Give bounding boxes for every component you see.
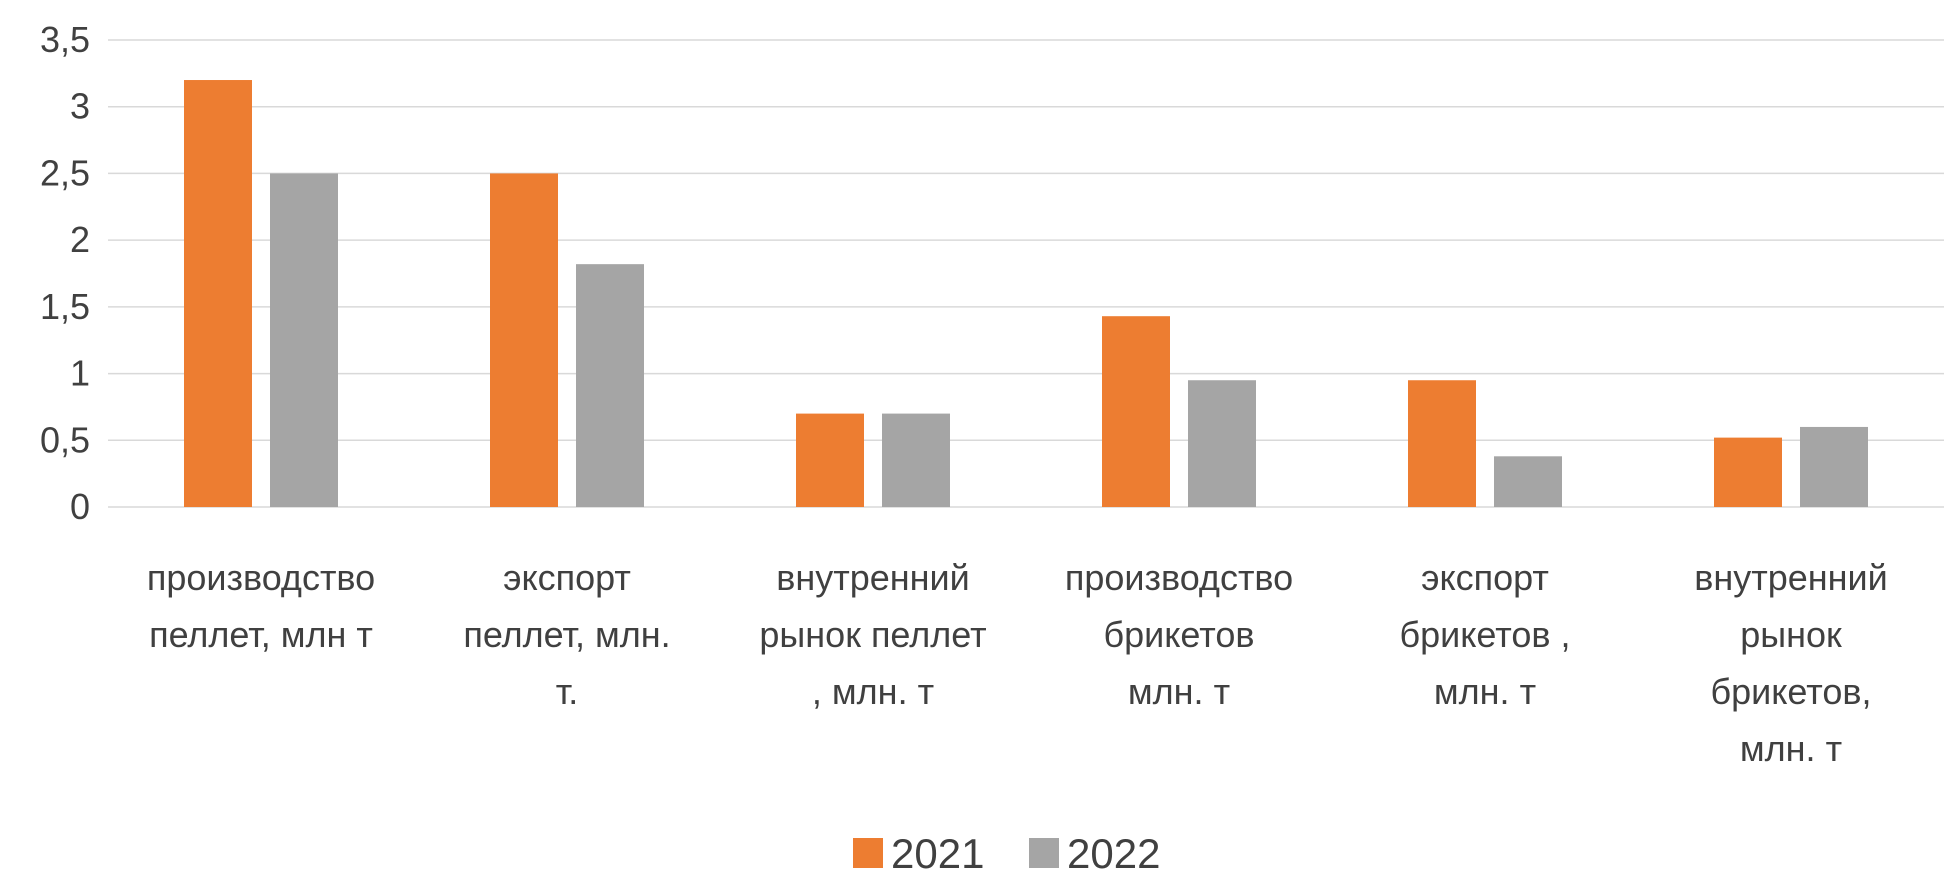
x-category-label: экспорт брикетов , млн. т	[1400, 557, 1571, 712]
bar-2022	[270, 173, 338, 507]
x-category-label: производство брикетов млн. т	[1065, 557, 1293, 712]
x-axis-category-labels: производство пеллет, млн т экспорт пеллет, …	[147, 557, 1888, 769]
y-tick-label: 2	[70, 219, 90, 260]
y-tick-label: 2,5	[40, 152, 90, 193]
bar-2021	[796, 413, 864, 507]
x-category-label: внутренний рынок пеллет, млн. т	[759, 557, 986, 712]
bar-2022	[1800, 426, 1868, 507]
bar-2021	[184, 80, 252, 508]
bar-2021	[490, 173, 558, 507]
gridlines	[108, 39, 1944, 508]
legend-label-2022: 2022	[1067, 830, 1160, 877]
legend: 2021 2022	[853, 830, 1160, 877]
y-axis-tick-labels: 0 0,5 1 1,5 2 2,5 3 3,5	[40, 19, 90, 527]
bar-2021	[1408, 380, 1476, 507]
bar-2021	[1102, 316, 1170, 507]
bar-2022	[576, 264, 644, 507]
y-tick-label: 0	[70, 486, 90, 527]
legend-swatch-2021	[853, 838, 883, 868]
y-tick-label: 3	[70, 86, 90, 127]
x-category-label: производство пеллет, млн т	[147, 557, 375, 655]
legend-swatch-2022	[1029, 838, 1059, 868]
bar-2022	[1494, 456, 1562, 507]
bars	[184, 80, 1868, 508]
bar-2022	[1188, 380, 1256, 507]
x-category-label: внутренний рынок брикетов, млн. т	[1694, 557, 1888, 769]
x-category-label: экспорт пеллет, млн. т.	[463, 557, 670, 712]
y-tick-label: 0,5	[40, 419, 90, 460]
y-tick-label: 1	[70, 353, 90, 394]
bar-2022	[882, 413, 950, 507]
bar-2021	[1714, 437, 1782, 507]
y-tick-label: 1,5	[40, 286, 90, 327]
legend-label-2021: 2021	[891, 830, 984, 877]
y-tick-label: 3,5	[40, 19, 90, 60]
